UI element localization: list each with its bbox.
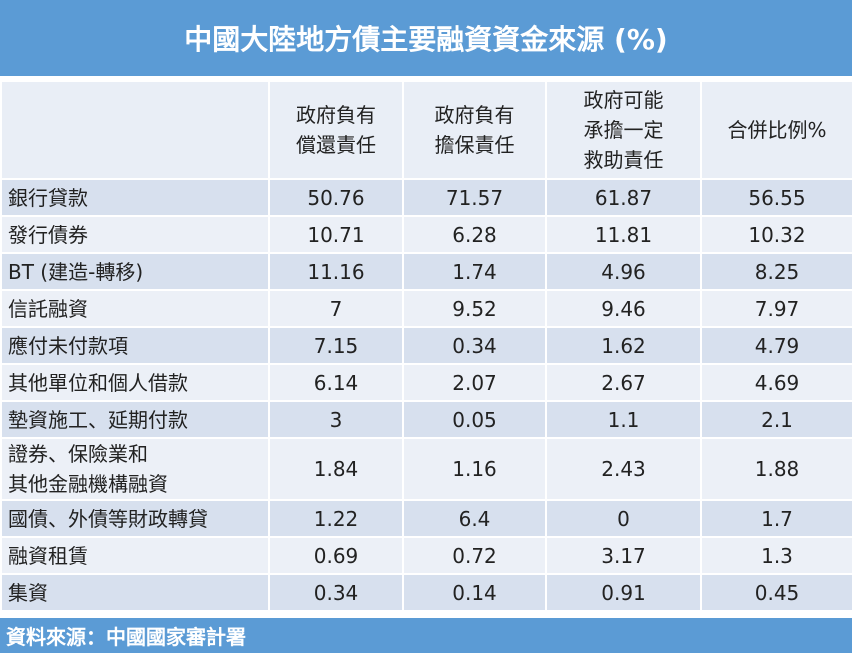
column-header — [0, 80, 270, 180]
row-label: 墊資施工、延期付款 — [0, 400, 270, 439]
cell: 71.57 — [402, 178, 547, 217]
cell: 1.7 — [700, 499, 852, 538]
cell: 50.76 — [268, 178, 404, 217]
cell: 7.15 — [268, 326, 404, 365]
cell: 6.28 — [402, 215, 547, 254]
header-row: 政府負有 償還責任 政府負有 擔保責任 政府可能 承擔一定 救助責任 合併比例% — [0, 80, 852, 180]
cell: 1.3 — [700, 536, 852, 575]
cell: 9.52 — [402, 289, 547, 328]
cell: 2.1 — [700, 400, 852, 439]
cell: 8.25 — [700, 252, 852, 291]
cell: 1.16 — [402, 437, 547, 501]
row-label: 證券、保險業和 其他金融機構融資 — [0, 437, 270, 501]
cell: 7.97 — [700, 289, 852, 328]
cell: 3.17 — [545, 536, 702, 575]
title: 中國大陸地方債主要融資資金來源 (%) — [0, 0, 852, 80]
row: 證券、保險業和 其他金融機構融資 1.84 1.16 2.43 1.88 — [0, 437, 852, 501]
cell: 6.14 — [268, 363, 404, 402]
source: 資料來源：中國國家審計署 — [0, 618, 852, 653]
row: 發行債券 10.71 6.28 11.81 10.32 — [0, 215, 852, 254]
cell: 0.14 — [402, 573, 547, 612]
column-header: 政府負有 擔保責任 — [402, 80, 547, 180]
cell: 3 — [268, 400, 404, 439]
cell: 10.71 — [268, 215, 404, 254]
row-label: 信託融資 — [0, 289, 270, 328]
cell: 1.62 — [545, 326, 702, 365]
cell: 56.55 — [700, 178, 852, 217]
cell: 0.45 — [700, 573, 852, 612]
cell: 1.22 — [268, 499, 404, 538]
cell: 61.87 — [545, 178, 702, 217]
row-label: 發行債券 — [0, 215, 270, 254]
row: 其他單位和個人借款 6.14 2.07 2.67 4.69 — [0, 363, 852, 402]
cell: 4.69 — [700, 363, 852, 402]
row-label: 國債、外債等財政轉貸 — [0, 499, 270, 538]
row: 應付未付款項 7.15 0.34 1.62 4.79 — [0, 326, 852, 365]
cell: 0.34 — [268, 573, 404, 612]
cell: 6.4 — [402, 499, 547, 538]
cell: 2.67 — [545, 363, 702, 402]
cell: 1.1 — [545, 400, 702, 439]
cell: 2.43 — [545, 437, 702, 501]
row: 國債、外債等財政轉貸 1.22 6.4 0 1.7 — [0, 499, 852, 538]
cell: 11.16 — [268, 252, 404, 291]
cell: 0.34 — [402, 326, 547, 365]
cell: 0.69 — [268, 536, 404, 575]
row: 信託融資 7 9.52 9.46 7.97 — [0, 289, 852, 328]
cell: 0.05 — [402, 400, 547, 439]
cell: 1.84 — [268, 437, 404, 501]
cell: 9.46 — [545, 289, 702, 328]
cell: 4.96 — [545, 252, 702, 291]
cell: 0 — [545, 499, 702, 538]
cell: 1.74 — [402, 252, 547, 291]
column-header: 政府可能 承擔一定 救助責任 — [545, 80, 702, 180]
row: 融資租賃 0.69 0.72 3.17 1.3 — [0, 536, 852, 575]
row-label: 其他單位和個人借款 — [0, 363, 270, 402]
cell: 0.91 — [545, 573, 702, 612]
cell: 2.07 — [402, 363, 547, 402]
cell: 1.88 — [700, 437, 852, 501]
row-label: 融資租賃 — [0, 536, 270, 575]
row-label: BT (建造-轉移) — [0, 252, 270, 291]
table: 政府負有 償還責任 政府負有 擔保責任 政府可能 承擔一定 救助責任 合併比例% 銀行貸… — [0, 80, 852, 612]
cell: 4.79 — [700, 326, 852, 365]
cell: 7 — [268, 289, 404, 328]
column-header: 合併比例% — [700, 80, 852, 180]
row-label: 銀行貸款 — [0, 178, 270, 217]
column-header: 政府負有 償還責任 — [268, 80, 404, 180]
cell: 10.32 — [700, 215, 852, 254]
row: BT (建造-轉移) 11.16 1.74 4.96 8.25 — [0, 252, 852, 291]
row: 集資 0.34 0.14 0.91 0.45 — [0, 573, 852, 612]
cell: 0.72 — [402, 536, 547, 575]
row-label: 集資 — [0, 573, 270, 612]
row-label: 應付未付款項 — [0, 326, 270, 365]
cell: 11.81 — [545, 215, 702, 254]
row: 墊資施工、延期付款 3 0.05 1.1 2.1 — [0, 400, 852, 439]
row: 銀行貸款 50.76 71.57 61.87 56.55 — [0, 178, 852, 217]
